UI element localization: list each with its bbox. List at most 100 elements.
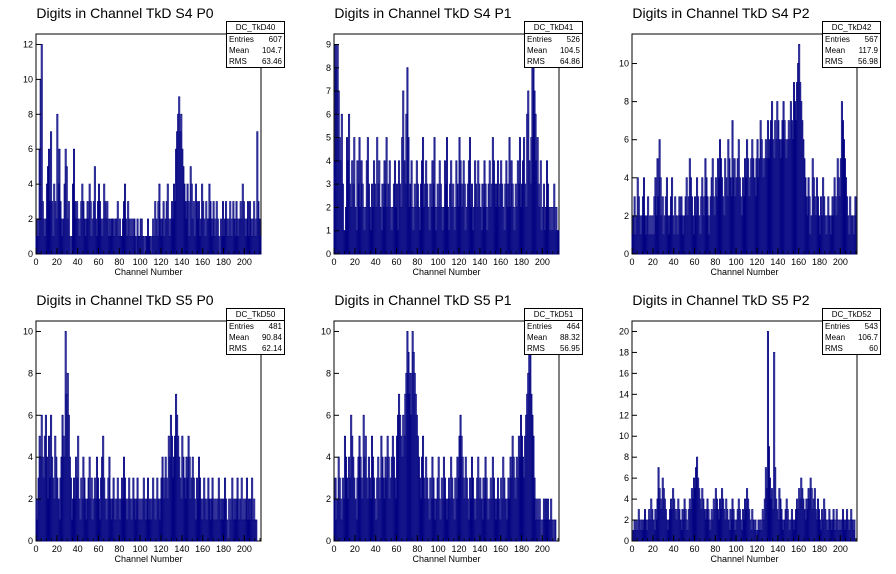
- y-tick-label: 8: [326, 368, 331, 378]
- histogram-bin: [67, 201, 70, 255]
- x-tick-label: 100: [431, 257, 446, 267]
- y-tick-label: 2: [28, 214, 33, 224]
- stats-entries-row: Entries 607: [227, 34, 284, 45]
- y-tick-label: 8: [28, 109, 33, 119]
- stats-histogram-name: DC_TkD50: [227, 309, 284, 321]
- x-tick-label: 200: [833, 544, 848, 554]
- histogram-bin: [149, 236, 152, 255]
- histogram-bin: [65, 166, 68, 255]
- stats-entries-label: Entries: [229, 322, 254, 331]
- x-axis-title: Channel Number: [114, 267, 182, 277]
- x-tick-label: 200: [535, 544, 550, 554]
- histogram-bin: [853, 519, 856, 542]
- y-tick-label: 3: [326, 179, 331, 189]
- y-tick-label: 10: [23, 326, 33, 336]
- histogram-title: Digits in Channel TkD S5 P2: [632, 292, 810, 308]
- histogram-bin: [551, 519, 554, 542]
- histogram-bin: [358, 137, 361, 255]
- histogram-bin: [255, 519, 258, 542]
- x-axis-title: Channel Number: [710, 554, 778, 564]
- stats-rms-value: 56.98: [857, 57, 878, 66]
- stats-mean-row: Mean 117.9: [823, 45, 880, 56]
- y-tick-label: 10: [321, 326, 331, 336]
- y-tick-label: 0: [28, 536, 33, 546]
- x-tick-label: 180: [514, 544, 529, 554]
- y-tick-label: 10: [619, 59, 629, 69]
- x-tick-label: 160: [791, 544, 806, 554]
- histogram-bin: [647, 196, 650, 255]
- histogram-bin: [452, 183, 455, 255]
- y-tick-label: 4: [624, 494, 629, 504]
- stats-rms-label: RMS: [825, 57, 843, 66]
- y-tick-label: 10: [23, 74, 33, 84]
- y-tick-label: 12: [23, 39, 33, 49]
- histogram-bin: [542, 183, 545, 255]
- x-axis-title: Channel Number: [412, 554, 480, 564]
- stats-rms-label: RMS: [527, 57, 545, 66]
- x-tick-label: 0: [629, 257, 634, 267]
- histogram-bin: [256, 131, 259, 255]
- x-tick-label: 160: [791, 257, 806, 267]
- stats-mean-value: 104.5: [559, 46, 580, 55]
- stats-histogram-name: DC_TkD52: [823, 309, 880, 321]
- histogram-title: Digits in Channel TkD S5 P1: [334, 292, 512, 308]
- stats-mean-value: 88.32: [559, 333, 580, 342]
- x-tick-label: 20: [350, 544, 360, 554]
- stats-rms-value: 56.95: [559, 344, 580, 353]
- stats-entries-value: 543: [864, 322, 878, 331]
- histogram-bin: [90, 477, 93, 542]
- x-axis-title: Channel Number: [114, 554, 182, 564]
- y-tick-label: 10: [619, 431, 629, 441]
- stats-entries-label: Entries: [229, 35, 254, 44]
- x-tick-label: 180: [812, 257, 827, 267]
- histogram-bin: [539, 160, 542, 255]
- y-tick-label: 16: [619, 368, 629, 378]
- histogram-bin: [245, 477, 248, 542]
- x-tick-label: 60: [391, 257, 401, 267]
- stats-mean-row: Mean 90.84: [227, 332, 284, 343]
- stats-entries-row: Entries 464: [525, 321, 582, 332]
- y-tick-label: 2: [326, 494, 331, 504]
- histogram-title: Digits in Channel TkD S5 P0: [36, 292, 214, 308]
- histogram-bin: [77, 435, 80, 542]
- y-tick-label: 4: [624, 173, 629, 183]
- x-tick-label: 60: [689, 544, 699, 554]
- x-tick-label: 200: [237, 544, 252, 554]
- x-tick-label: 180: [812, 544, 827, 554]
- x-tick-label: 160: [493, 257, 508, 267]
- x-tick-label: 200: [237, 257, 252, 267]
- x-tick-label: 40: [371, 257, 381, 267]
- stats-entries-value: 607: [268, 35, 282, 44]
- x-tick-label: 140: [472, 544, 487, 554]
- histogram-bin: [222, 201, 224, 255]
- stats-entries-value: 464: [566, 322, 580, 331]
- histogram-bin: [40, 44, 43, 255]
- histogram-panel: 0 2 4 6 8 10 12 14 16 18 20 0 20 40 60 80 100 120 140 160 18…: [596, 287, 894, 574]
- y-tick-label: 20: [619, 326, 629, 336]
- x-tick-label: 0: [33, 257, 38, 267]
- x-tick-label: 0: [629, 544, 634, 554]
- stats-box: DC_TkD42 Entries 567 Mean 117.9 RMS 56.98: [822, 21, 881, 68]
- x-axis-title: Channel Number: [412, 267, 480, 277]
- y-tick-label: 4: [28, 452, 33, 462]
- stats-rms-row: RMS 63.46: [227, 56, 284, 67]
- histogram-bin: [89, 201, 92, 255]
- y-tick-label: 6: [624, 473, 629, 483]
- x-tick-label: 180: [514, 257, 529, 267]
- stats-box: DC_TkD52 Entries 543 Mean 106.7 RMS 60: [822, 308, 881, 355]
- histogram-bin: [192, 201, 195, 255]
- stats-mean-label: Mean: [229, 333, 250, 342]
- y-tick-label: 7: [326, 86, 331, 96]
- y-tick-label: 2: [28, 494, 33, 504]
- histogram-title: Digits in Channel TkD S4 P0: [36, 5, 214, 21]
- x-tick-label: 160: [493, 544, 508, 554]
- stats-entries-label: Entries: [825, 322, 850, 331]
- x-tick-label: 40: [669, 257, 679, 267]
- stats-box: DC_TkD50 Entries 481 Mean 90.84 RMS 62.14: [226, 308, 285, 355]
- x-tick-label: 120: [749, 257, 764, 267]
- stats-rms-row: RMS 64.86: [525, 56, 582, 67]
- stats-entries-label: Entries: [527, 35, 552, 44]
